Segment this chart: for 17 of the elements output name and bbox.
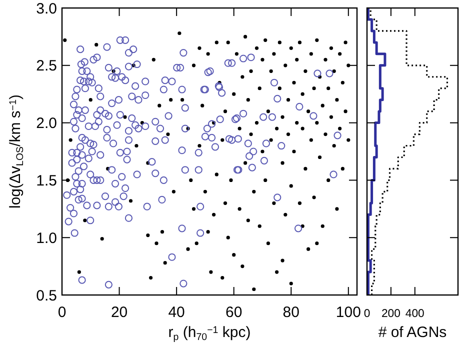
x-tick-label: 80 — [282, 304, 300, 321]
x-tick-label: 400 — [405, 308, 424, 320]
x-tick-label: 100 — [336, 304, 361, 321]
x-tick-label: 0 — [364, 308, 370, 320]
y-tick-label: 1.0 — [36, 230, 57, 247]
x-axis-title: # of AGNs — [378, 324, 447, 341]
x-tick-label: 20 — [110, 304, 128, 321]
x-tick-label: 60 — [226, 304, 242, 321]
y-tick-label: 2.5 — [36, 58, 57, 75]
x-tick-label: 0 — [58, 304, 66, 321]
y-tick-label: 2.0 — [36, 115, 57, 132]
y-tick-label: 3.0 — [36, 0, 57, 18]
y-tick-label: 1.5 — [36, 172, 57, 190]
x-tick-label: 40 — [168, 304, 185, 321]
x-tick-label: 200 — [381, 308, 400, 320]
y-tick-label: 0.5 — [36, 287, 57, 304]
x-axis-title: r$_{p}$ (h$_{70}$$^{−1}$ kpc) — [168, 324, 251, 343]
